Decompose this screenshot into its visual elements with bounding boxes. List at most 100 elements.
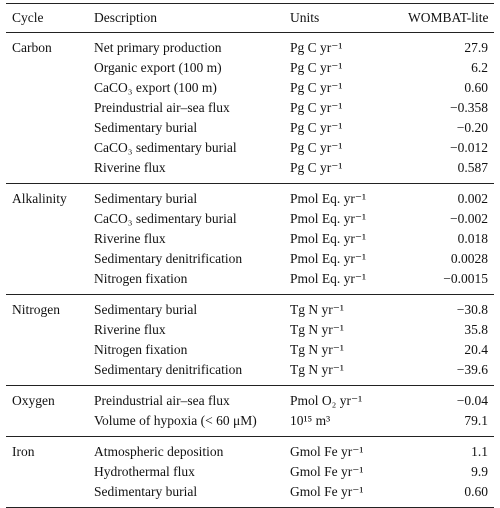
description-cell: Net primary production xyxy=(94,40,222,55)
description-cell: Preindustrial air–sea flux xyxy=(94,100,230,115)
table-row: Riverine flux Pmol Eq. yr⁻¹ 0.018 xyxy=(6,229,494,249)
value-cell: 0.0028 xyxy=(450,251,488,266)
value-cell: 27.9 xyxy=(464,40,488,55)
empty-cell xyxy=(6,320,88,340)
description-cell: Organic export (100 m) xyxy=(94,60,222,75)
cycle-group: Oxygen Preindustrial air–sea flux Pmol O₂ … xyxy=(6,385,494,437)
empty-cell xyxy=(6,98,88,118)
description-cell: CaCO₃ export (100 m) xyxy=(94,80,217,95)
table-row: Volume of hypoxia (< 60 μM) 10¹⁵ m³ 79.1 xyxy=(6,411,494,437)
cycle-group: Carbon Net primary production Pg C yr⁻¹ 27.… xyxy=(6,32,494,184)
value-cell: 6.2 xyxy=(471,60,488,75)
table-row: Nitrogen fixation Pmol Eq. yr⁻¹ −0.0015 xyxy=(6,269,494,295)
cycle-cell: Alkalinity xyxy=(12,191,67,206)
description-cell: Riverine flux xyxy=(94,231,166,246)
cycle-group: Iron Atmospheric deposition Gmol Fe yr⁻¹ 1.… xyxy=(6,436,494,508)
empty-cell xyxy=(6,462,88,482)
table-row: Preindustrial air–sea flux Pg C yr⁻¹ −0.35… xyxy=(6,98,494,118)
value-cell: −30.8 xyxy=(456,302,488,317)
description-cell: Atmospheric deposition xyxy=(94,444,224,459)
table-row: Oxygen Preindustrial air–sea flux Pmol O₂ … xyxy=(6,386,494,412)
units-cell: Pmol Eq. yr⁻¹ xyxy=(290,251,367,266)
value-cell: −0.012 xyxy=(450,140,488,155)
empty-cell xyxy=(6,269,88,295)
cycle-cell: Iron xyxy=(12,444,35,459)
description-cell: Sedimentary denitrification xyxy=(94,251,243,266)
description-cell: Nitrogen fixation xyxy=(94,342,188,357)
value-cell: −0.002 xyxy=(450,211,488,226)
empty-cell xyxy=(6,249,88,269)
table-row: Sedimentary denitrification Pmol Eq. yr⁻¹… xyxy=(6,249,494,269)
empty-cell xyxy=(6,209,88,229)
units-cell: Tg N yr⁻¹ xyxy=(290,322,344,337)
cycle-cell: Nitrogen xyxy=(12,302,60,317)
units-cell: Pg C yr⁻¹ xyxy=(290,120,343,135)
table-row: CaCO₃ sedimentary burial Pmol Eq. yr⁻¹ −0.… xyxy=(6,209,494,229)
empty-cell xyxy=(6,340,88,360)
description-cell: Sedimentary burial xyxy=(94,120,198,135)
header-row: Cycle Description Units WOMBAT-lite xyxy=(6,3,494,33)
units-cell: Pg C yr⁻¹ xyxy=(290,40,343,55)
value-cell: −0.20 xyxy=(456,120,488,135)
empty-cell xyxy=(6,158,88,184)
units-cell: Gmol Fe yr⁻¹ xyxy=(290,464,364,479)
value-cell: 0.60 xyxy=(464,80,488,95)
value-cell: 0.587 xyxy=(457,160,488,175)
units-cell: Gmol Fe yr⁻¹ xyxy=(290,444,364,459)
units-cell: Pmol Eq. yr⁻¹ xyxy=(290,271,367,286)
data-table: Cycle Description Units WOMBAT-lite Carbon N… xyxy=(6,3,494,508)
description-cell: Sedimentary burial xyxy=(94,484,198,499)
description-cell: Sedimentary burial xyxy=(94,191,198,206)
column-header: Cycle xyxy=(12,10,44,25)
units-cell: Pmol Eq. yr⁻¹ xyxy=(290,231,367,246)
table-row: Nitrogen Sedimentary burial Tg N yr⁻¹ −30.8 xyxy=(6,295,494,321)
units-cell: Pg C yr⁻¹ xyxy=(290,100,343,115)
value-cell: 35.8 xyxy=(464,322,488,337)
page: Cycle Description Units WOMBAT-lite Carbon N… xyxy=(0,3,500,508)
empty-cell xyxy=(6,78,88,98)
cycle-group: Nitrogen Sedimentary burial Tg N yr⁻¹ −30.8… xyxy=(6,294,494,386)
table-row: CaCO₃ sedimentary burial Pg C yr⁻¹ −0.012 xyxy=(6,138,494,158)
description-cell: Hydrothermal flux xyxy=(94,464,195,479)
table-row: Sedimentary denitrification Tg N yr⁻¹ −39.… xyxy=(6,360,494,386)
description-cell: Preindustrial air–sea flux xyxy=(94,393,230,408)
column-header: Units xyxy=(290,10,320,25)
value-cell: 0.60 xyxy=(464,484,488,499)
value-cell: 20.4 xyxy=(464,342,488,357)
value-cell: −0.0015 xyxy=(443,271,488,286)
column-header: WOMBAT-lite xyxy=(408,10,489,25)
empty-cell xyxy=(6,118,88,138)
description-cell: Volume of hypoxia (< 60 μM) xyxy=(94,413,257,428)
table-row: Carbon Net primary production Pg C yr⁻¹ 27.… xyxy=(6,33,494,59)
value-cell: 9.9 xyxy=(471,464,488,479)
description-cell: Riverine flux xyxy=(94,160,166,175)
units-cell: Pmol Eq. yr⁻¹ xyxy=(290,191,367,206)
value-cell: 0.002 xyxy=(457,191,488,206)
table-row: Nitrogen fixation Tg N yr⁻¹ 20.4 xyxy=(6,340,494,360)
units-cell: Tg N yr⁻¹ xyxy=(290,342,344,357)
column-header: Description xyxy=(94,10,157,25)
empty-cell xyxy=(6,360,88,386)
value-cell: −0.358 xyxy=(450,100,488,115)
value-cell: 0.018 xyxy=(457,231,488,246)
units-cell: Tg N yr⁻¹ xyxy=(290,302,344,317)
empty-cell xyxy=(6,138,88,158)
table-header: Cycle Description Units WOMBAT-lite xyxy=(6,3,494,33)
units-cell: Pg C yr⁻¹ xyxy=(290,80,343,95)
table-row: Riverine flux Pg C yr⁻¹ 0.587 xyxy=(6,158,494,184)
units-cell: Tg N yr⁻¹ xyxy=(290,362,344,377)
table-row: Organic export (100 m) Pg C yr⁻¹ 6.2 xyxy=(6,58,494,78)
description-cell: Sedimentary burial xyxy=(94,302,198,317)
empty-cell xyxy=(6,482,88,508)
table-row: Sedimentary burial Gmol Fe yr⁻¹ 0.60 xyxy=(6,482,494,508)
units-cell: Pmol Eq. yr⁻¹ xyxy=(290,211,367,226)
units-cell: Pg C yr⁻¹ xyxy=(290,160,343,175)
table-row: Riverine flux Tg N yr⁻¹ 35.8 xyxy=(6,320,494,340)
units-cell: 10¹⁵ m³ xyxy=(290,413,331,428)
table-row: CaCO₃ export (100 m) Pg C yr⁻¹ 0.60 xyxy=(6,78,494,98)
cycle-cell: Oxygen xyxy=(12,393,55,408)
units-cell: Pg C yr⁻¹ xyxy=(290,60,343,75)
table-row: Hydrothermal flux Gmol Fe yr⁻¹ 9.9 xyxy=(6,462,494,482)
units-cell: Gmol Fe yr⁻¹ xyxy=(290,484,364,499)
description-cell: CaCO₃ sedimentary burial xyxy=(94,140,237,155)
